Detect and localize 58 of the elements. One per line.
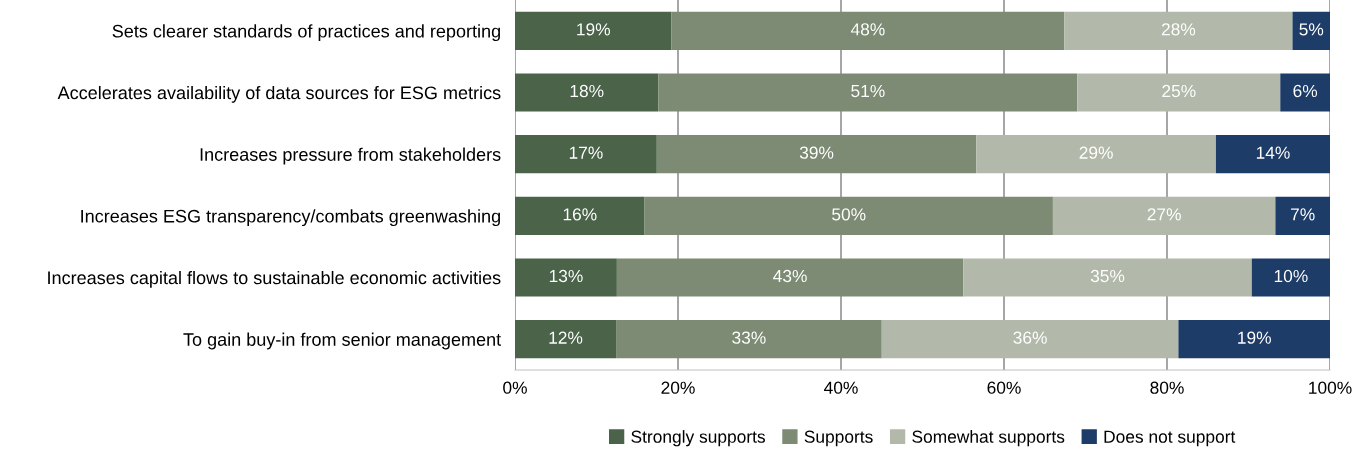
legend-label: Supports — [804, 430, 873, 447]
x-tick-label: 80% — [1150, 381, 1184, 394]
bar — [515, 135, 657, 174]
x-tick-label: 40% — [824, 381, 858, 394]
bar — [515, 73, 659, 112]
y-tick-label: Increases capital flows to sustainable economic activities — [48, 270, 501, 288]
bar — [1215, 135, 1330, 174]
data-label: 19% — [577, 23, 610, 36]
x-tick-label: 100% — [1309, 381, 1352, 394]
data-label: 16% — [563, 208, 597, 221]
legend-label: Does not support — [1104, 430, 1236, 447]
legend-label: Somewhat supports — [912, 430, 1065, 447]
data-label: 13% — [549, 269, 583, 283]
bar — [1178, 320, 1330, 359]
legend-label: Strongly supports — [631, 430, 765, 447]
bar — [963, 258, 1252, 297]
bar — [1052, 196, 1276, 235]
data-label: 25% — [1162, 84, 1196, 98]
data-label: 43% — [773, 269, 807, 283]
bar — [1280, 73, 1330, 112]
bar — [1064, 11, 1293, 50]
bar — [1292, 11, 1330, 50]
bar — [515, 196, 645, 235]
data-label: 50% — [832, 208, 866, 221]
y-tick-label: Sets clearer standards of practices and reporting — [112, 24, 500, 42]
x-tick-label: 60% — [987, 381, 1021, 394]
data-label: 5% — [1299, 23, 1324, 36]
data-label: 10% — [1274, 269, 1308, 283]
data-label: 27% — [1147, 208, 1181, 221]
x-tick-label: 0% — [503, 381, 527, 394]
data-label: 7% — [1291, 208, 1315, 221]
bar — [515, 320, 617, 359]
data-label: 6% — [1293, 84, 1318, 98]
bar — [515, 258, 617, 297]
bar — [515, 11, 672, 50]
data-label: 19% — [1238, 331, 1271, 344]
data-label: 29% — [1079, 146, 1113, 159]
bar — [881, 320, 1179, 359]
data-label: 35% — [1090, 269, 1125, 283]
bar — [976, 135, 1216, 174]
data-label: 28% — [1161, 23, 1196, 36]
data-label: 36% — [1013, 331, 1047, 344]
y-tick-label: To gain buy-in from senior management — [183, 332, 501, 350]
data-label: 17% — [569, 146, 603, 159]
y-tick-label: Accelerates availability of data sources for ESG metrics — [57, 85, 501, 103]
y-tick-label: Increases pressure from stakeholders — [200, 147, 501, 165]
data-label: 39% — [799, 146, 834, 159]
x-tick-label: 20% — [661, 381, 695, 394]
data-label: 33% — [732, 331, 766, 344]
data-label: 12% — [549, 331, 583, 344]
data-label: 51% — [851, 84, 885, 98]
bar — [1275, 196, 1330, 235]
data-label: 14% — [1256, 146, 1290, 159]
y-tick-label: Increases ESG transparency/combats greenwashing — [81, 209, 500, 227]
bar — [1077, 73, 1281, 112]
data-label: 18% — [570, 84, 604, 98]
bar — [1251, 258, 1330, 297]
data-label: 48% — [850, 23, 885, 36]
